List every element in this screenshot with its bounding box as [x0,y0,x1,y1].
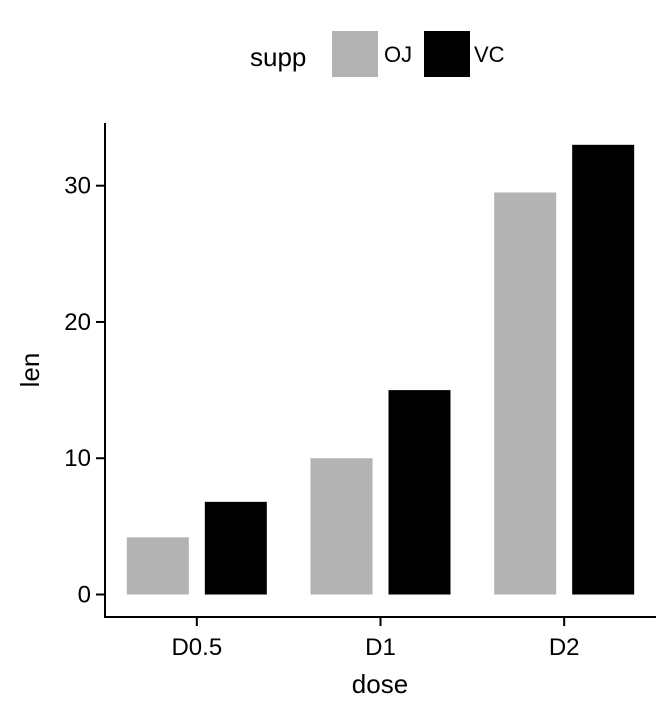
x-ticks: D0.5 D1 D2 [171,617,580,661]
x-tick-label: D0.5 [171,634,222,661]
bar-oj-d0-5 [126,537,189,595]
legend-key-oj [332,31,378,77]
legend: supp OJ VC [250,31,505,77]
bar-oj-d2 [494,192,557,595]
y-tick-label: 0 [78,582,91,609]
y-axis-title: len [15,353,45,388]
bar-vc-d1 [388,390,451,595]
y-tick-label: 10 [64,445,91,472]
x-axis-title: dose [352,669,408,699]
y-tick-label: 30 [64,173,91,200]
legend-key-vc [424,31,470,77]
x-tick-label: D2 [549,634,580,661]
y-ticks: 0 10 20 30 [64,173,105,609]
legend-label-vc: VC [474,42,505,67]
legend-title: supp [250,42,306,72]
legend-label-oj: OJ [384,42,412,67]
bar-vc-d0-5 [204,501,267,595]
x-tick-label: D1 [365,634,396,661]
bar-oj-d1 [310,458,373,595]
bar-vc-d2 [572,144,635,595]
y-tick-label: 20 [64,309,91,336]
bars [126,144,635,595]
